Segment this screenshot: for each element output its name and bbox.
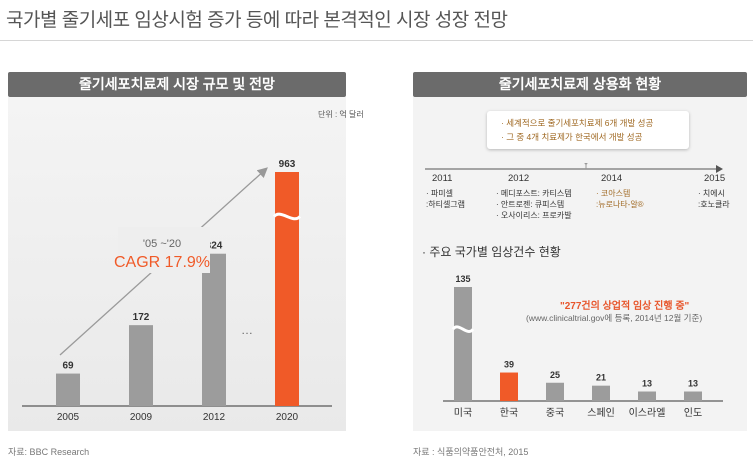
timeline-year-2015: 2015	[704, 173, 726, 184]
data-label-2020: 963	[279, 159, 296, 170]
data-label-한국: 39	[504, 360, 514, 370]
category-label-2012: 2012	[203, 412, 226, 423]
left-source: 자료: BBC Research	[8, 447, 90, 457]
period-label: '05 ~'20	[143, 238, 181, 250]
bar-중국	[546, 382, 564, 401]
page-title: 국가별 줄기세포 임상시험 증가 등에 따라 본격적인 시장 성장 전망	[6, 10, 508, 31]
data-label-인도: 13	[688, 379, 698, 389]
cagr-label: CAGR 17.9%	[114, 254, 210, 271]
timeline-item: :뉴로나타-알®	[596, 200, 644, 209]
ellipsis-mark: …	[241, 323, 253, 337]
timeline-items-2012: · 메디포스트: 카티스템 · 안트로젠: 큐피스템 · 오사이리스: 프로카발	[496, 188, 572, 221]
data-label-2012: 324	[206, 241, 223, 252]
category-label-2005: 2005	[57, 412, 80, 423]
unit-label: 단위 : 억 달러	[318, 110, 364, 119]
category-label-미국: 미국	[454, 407, 472, 419]
axis-break-mark-미국	[451, 325, 475, 333]
timeline-item: · 파미셀	[426, 189, 453, 198]
bar-인도	[684, 391, 702, 401]
bar-한국	[500, 372, 518, 401]
category-label-한국: 한국	[500, 407, 518, 419]
callout-line-1: · 세계적으로 줄기세포치료제 6개 개발 성공	[501, 118, 654, 128]
bar-2005	[56, 373, 80, 406]
category-label-이스라엘: 이스라엘	[629, 406, 666, 419]
title-divider	[0, 40, 753, 41]
category-label-2009: 2009	[130, 412, 153, 423]
timeline-item: · 오사이리스: 프로카발	[496, 211, 572, 220]
market-size-chart: 69 2005 172 2009 324 2012 963 2020 '05 ~'20 CAG…	[22, 159, 332, 423]
data-label-이스라엘: 13	[642, 379, 652, 389]
bar-이스라엘	[638, 391, 656, 401]
clinical-trials-chart: 135 미국 39 한국 25 중국 21 스페인 13 이스라엘 13 인도	[443, 274, 723, 419]
bar-스페인	[592, 385, 610, 401]
timeline-item: · 코아스템	[596, 189, 631, 198]
timeline-item: · 치에시	[698, 189, 725, 198]
axis-break-mark-2020	[272, 212, 302, 221]
bar-2020	[275, 172, 299, 406]
right-source: 자료 : 식품의약품안전처, 2015	[413, 447, 529, 457]
callout-line-2: · 그 중 4개 치료제가 한국에서 개발 성공	[501, 132, 643, 142]
data-label-미국: 135	[455, 274, 470, 284]
timeline-year-2014: 2014	[601, 173, 623, 184]
category-label-인도: 인도	[684, 407, 702, 419]
bar-2012	[202, 253, 226, 406]
timeline-item: :호노클라	[698, 200, 730, 209]
timeline-year-2012: 2012	[508, 173, 530, 184]
clinical-trials-subhead: · 주요 국가별 임상건수 현황	[422, 245, 561, 259]
bar-미국	[454, 287, 472, 401]
timeline-items-2011: · 파미셀 :하티셀그램	[426, 188, 465, 210]
timeline-item: · 메디포스트: 카티스템	[496, 189, 572, 198]
data-label-중국: 25	[550, 370, 560, 380]
left-panel-header: 줄기세포치료제 시장 규모 및 전망	[8, 72, 346, 97]
data-label-스페인: 21	[596, 373, 606, 383]
timeline-line	[425, 163, 723, 173]
timeline-items-2015: · 치에시 :호노클라	[698, 188, 730, 210]
bar-2009	[129, 325, 153, 406]
trials-detail-note: (www.clinicaltrial.gov에 등록, 2014년 12월 기준…	[526, 313, 703, 323]
category-label-2020: 2020	[276, 412, 299, 423]
category-label-스페인: 스페인	[587, 407, 615, 419]
cagr-label-bg	[118, 227, 210, 273]
right-panel-header: 줄기세포치료제 상용화 현황	[413, 72, 747, 97]
timeline-item: · 안트로젠: 큐피스템	[496, 200, 565, 209]
category-label-중국: 중국	[546, 407, 564, 419]
data-label-2005: 69	[62, 361, 74, 372]
trials-highlight-note: "277건의 상업적 임상 진행 중"	[560, 301, 690, 312]
data-label-2009: 172	[133, 312, 150, 323]
timeline-item: :하티셀그램	[426, 200, 466, 209]
timeline-year-2011: 2011	[432, 173, 453, 184]
timeline-items-2014: · 코아스템 :뉴로나타-알®	[596, 188, 644, 210]
summary-callout: · 세계적으로 줄기세포치료제 6개 개발 성공 · 그 중 4개 치료제가 한…	[487, 111, 689, 149]
